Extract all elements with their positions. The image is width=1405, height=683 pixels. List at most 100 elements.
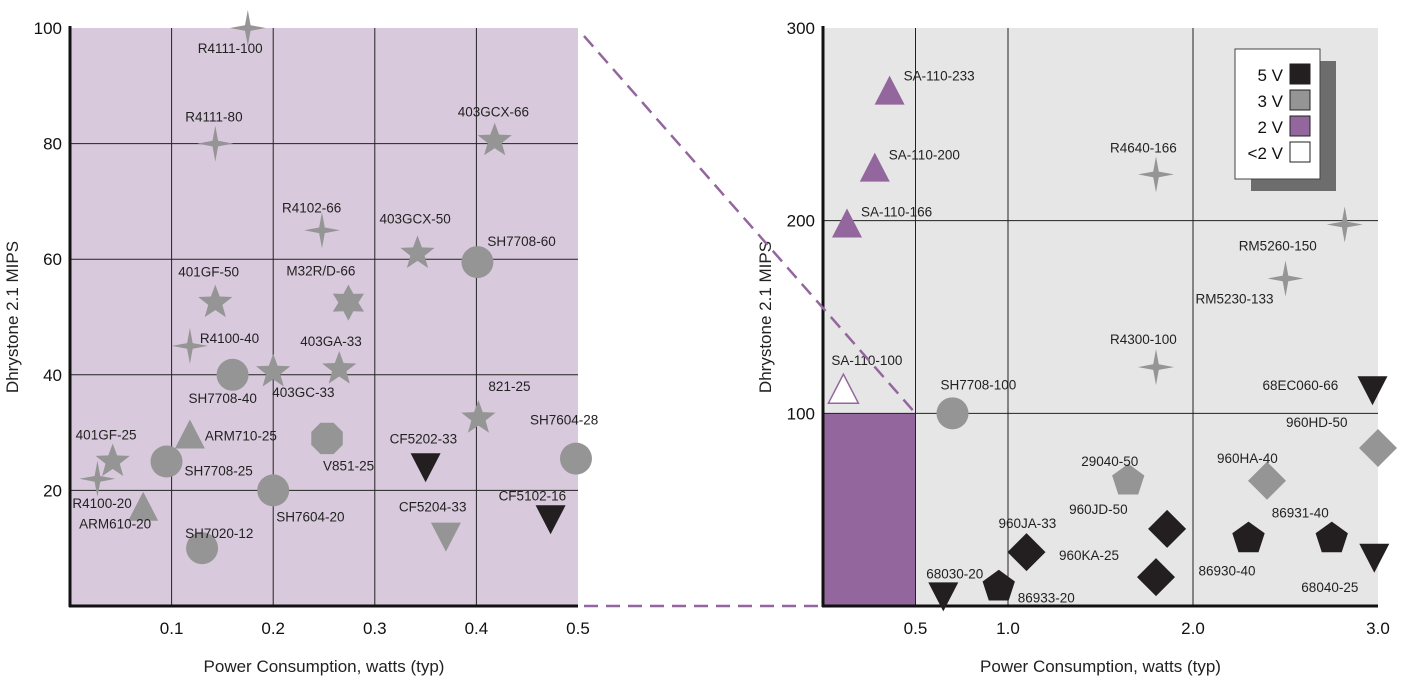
point-label-401gf-25: 401GF-25 xyxy=(76,428,137,443)
point-29040-50 xyxy=(1112,463,1145,495)
point-label-960ja-33: 960JA-33 xyxy=(999,516,1057,531)
point-label-sh7708-100: SH7708-100 xyxy=(941,377,1017,392)
x-tick-label: 0.3 xyxy=(363,619,387,638)
point-label-403gc-33: 403GC-33 xyxy=(272,385,334,400)
x-axis-label: Power Consumption, watts (typ) xyxy=(980,657,1221,676)
point-label-sa-110-100: SA-110-100 xyxy=(831,353,902,368)
plot-area xyxy=(70,28,578,606)
point-label-sh7020-12: SH7020-12 xyxy=(185,526,253,541)
point-401gf-25 xyxy=(95,443,130,477)
point-label-68030-20: 68030-20 xyxy=(926,566,983,581)
y-axis-label: Dhrystone 2.1 MIPS xyxy=(3,241,22,393)
right-chart-full-range: 0.5 1.0 2.0 3.0 100 200 300 Power Consumption, … xyxy=(756,19,1397,676)
point-label-821-25: 821-25 xyxy=(488,379,530,394)
point-68ec060-66 xyxy=(1357,376,1388,406)
point-rm5230-133 xyxy=(1267,260,1304,297)
point-sh7604-28 xyxy=(559,442,592,475)
point-label-sh7604-20: SH7604-20 xyxy=(276,509,344,524)
point-r4111-80 xyxy=(197,125,234,162)
point-r4300-100 xyxy=(1138,349,1174,386)
point-label-sh7708-60: SH7708-60 xyxy=(487,234,555,249)
point-label-cf5202-33: CF5202-33 xyxy=(390,431,458,446)
point-cf5204-33 xyxy=(430,522,461,552)
point-960ka-25 xyxy=(1137,558,1175,597)
y-tick-label: 20 xyxy=(43,481,62,500)
legend: 5 V 3 V 2 V <2 V xyxy=(1234,48,1336,191)
point-arm610-20 xyxy=(128,491,159,521)
x-tick-label: 0.5 xyxy=(566,619,590,638)
legend-label: 2 V xyxy=(1257,118,1283,137)
point-label-29040-50: 29040-50 xyxy=(1081,454,1138,469)
zoom-connector xyxy=(583,35,917,608)
point-label-960jd-50: 960JD-50 xyxy=(1069,502,1128,517)
y-axis-label: Dhrystone 2.1 MIPS xyxy=(756,241,775,393)
point-cf5102-16 xyxy=(535,505,566,535)
point-label-rm5230-133: RM5230-133 xyxy=(1196,291,1274,306)
point-sh7708-100 xyxy=(936,397,969,430)
point-sh7020-12 xyxy=(186,532,219,565)
legend-label: 5 V xyxy=(1257,66,1283,85)
point-arm710-25 xyxy=(174,419,205,449)
point-label-86931-40: 86931-40 xyxy=(1272,506,1329,521)
x-tick-label: 2.0 xyxy=(1181,619,1205,638)
point-r4100-40 xyxy=(171,327,208,364)
point-r4102-66 xyxy=(304,212,340,249)
y-tick-label: 40 xyxy=(43,366,62,385)
y-tick-label: 80 xyxy=(43,135,62,154)
point-label-r4111-80: R4111-80 xyxy=(185,110,242,125)
point-sa-110-166 xyxy=(832,208,862,238)
point-label-403ga-33: 403GA-33 xyxy=(300,334,362,349)
point-m32r-d-66 xyxy=(332,284,364,321)
point-r4111-100 xyxy=(229,10,266,46)
y-tick-label: 100 xyxy=(34,19,62,38)
point-label-r4100-40: R4100-40 xyxy=(200,331,259,346)
point-r4100-20 xyxy=(79,460,116,497)
legend-swatch xyxy=(1289,89,1311,111)
point-label-960hd-50: 960HD-50 xyxy=(1286,415,1348,430)
point-sa-110-233 xyxy=(874,75,905,105)
point-label-sh7604-28: SH7604-28 xyxy=(530,413,598,428)
x-tick-label: 0.2 xyxy=(261,619,285,638)
point-label-68ec060-66: 68EC060-66 xyxy=(1262,378,1338,393)
x-tick-label: 0.1 xyxy=(160,619,184,638)
point-label-960ha-40: 960HA-40 xyxy=(1217,451,1278,466)
x-axis-label: Power Consumption, watts (typ) xyxy=(204,657,445,676)
point-label-sa-110-166: SA-110-166 xyxy=(861,205,932,220)
point-86933-20 xyxy=(982,569,1015,601)
point-label-cf5102-16: CF5102-16 xyxy=(499,488,567,503)
point-sh7708-25 xyxy=(150,445,183,478)
x-tick-label: 3.0 xyxy=(1366,619,1390,638)
point-403gc-33 xyxy=(256,353,291,387)
point-label-r4640-166: R4640-166 xyxy=(1110,140,1177,155)
x-tick-label: 1.0 xyxy=(996,619,1020,638)
y-tick-label: 60 xyxy=(43,250,62,269)
legend-label: 3 V xyxy=(1257,92,1283,111)
point-960hd-50 xyxy=(1359,429,1397,467)
point-403ga-33 xyxy=(322,351,357,384)
point-68040-25 xyxy=(1359,543,1390,573)
point-r4640-166 xyxy=(1138,156,1174,193)
legend-swatch xyxy=(1289,115,1311,137)
x-tick-label: 0.4 xyxy=(465,619,489,638)
y-tick-label: 200 xyxy=(787,212,815,231)
zoom-region-box xyxy=(824,413,916,605)
point-sh7708-60 xyxy=(461,246,494,279)
point-rm5260-150 xyxy=(1326,206,1363,243)
point-label-86933-20: 86933-20 xyxy=(1018,591,1075,606)
point-v851-25 xyxy=(311,422,343,455)
point-label-v851-25: V851-25 xyxy=(323,458,374,473)
point-label-960ka-25: 960KA-25 xyxy=(1059,548,1119,563)
point-label-cf5204-33: CF5204-33 xyxy=(399,500,467,515)
point-label-403gcx-50: 403GCX-50 xyxy=(379,211,450,226)
point-960ja-33 xyxy=(1007,533,1046,572)
point-label-rm5260-150: RM5260-150 xyxy=(1239,239,1317,254)
point-sa-110-100 xyxy=(827,372,860,404)
y-tick-label: 300 xyxy=(787,19,815,38)
point-label-sh7708-40: SH7708-40 xyxy=(189,391,257,406)
zoom-connector-top xyxy=(583,35,917,415)
point-label-68040-25: 68040-25 xyxy=(1301,580,1358,595)
point-sh7604-20 xyxy=(257,474,290,507)
point-sa-110-200 xyxy=(859,152,890,182)
point-960jd-50 xyxy=(1148,509,1187,548)
